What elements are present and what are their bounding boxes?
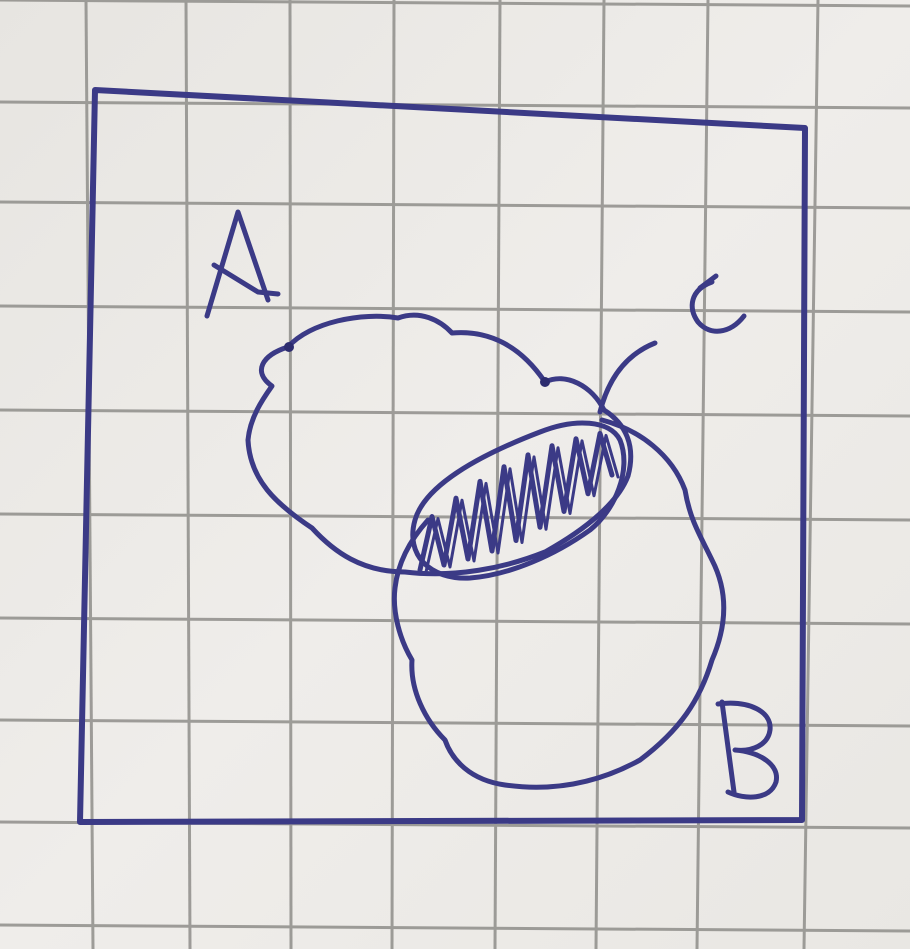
grid-line-vertical xyxy=(594,0,606,949)
ink-dot xyxy=(284,342,294,352)
hatch-stroke xyxy=(424,433,620,574)
grid-line-horizontal xyxy=(0,100,910,110)
universe-rectangle xyxy=(77,87,808,825)
grid-line-horizontal xyxy=(0,0,910,8)
grid-line-vertical xyxy=(288,0,293,949)
set-b-outline xyxy=(391,417,727,790)
grid-line-vertical xyxy=(802,0,820,949)
grid-line-vertical xyxy=(184,0,192,949)
grid-line-vertical xyxy=(695,0,710,949)
label-a: A xyxy=(204,209,281,319)
label-c: c xyxy=(689,273,747,334)
set-b-tail xyxy=(597,340,658,415)
ink-dot xyxy=(540,377,550,387)
grid-line-horizontal xyxy=(0,408,910,418)
label-b: B xyxy=(715,699,779,800)
grid-line-horizontal xyxy=(0,304,910,314)
grid-line-horizontal xyxy=(0,718,910,728)
grid-line-horizontal xyxy=(0,200,910,210)
grid-line-vertical xyxy=(390,0,396,949)
grid-line-vertical xyxy=(493,0,502,949)
grid-line-horizontal xyxy=(0,923,910,933)
intersection-hatching xyxy=(417,430,620,574)
set-a-outline xyxy=(245,312,634,577)
grid-line-horizontal xyxy=(0,616,910,626)
